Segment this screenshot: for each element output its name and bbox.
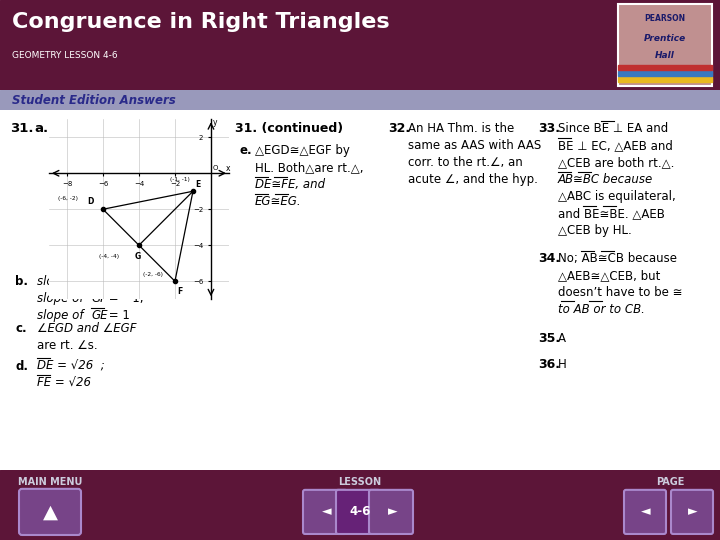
Text: DE≅FE, and: DE≅FE, and: [255, 178, 325, 191]
Text: 35.: 35.: [538, 332, 560, 345]
Text: same as AAS with AAS: same as AAS with AAS: [408, 139, 541, 152]
Text: 34.: 34.: [538, 252, 560, 265]
Text: b.: b.: [15, 275, 28, 288]
Text: ◄: ◄: [322, 505, 332, 518]
Text: △CEB are both rt.△.: △CEB are both rt.△.: [558, 156, 675, 169]
Text: ▲: ▲: [42, 502, 58, 522]
FancyBboxPatch shape: [303, 490, 347, 534]
FancyBboxPatch shape: [336, 490, 380, 534]
Text: slope of: slope of: [37, 309, 87, 322]
Text: 31. (continued): 31. (continued): [235, 122, 343, 135]
Text: A: A: [558, 332, 566, 345]
Text: = −1;: = −1;: [105, 292, 144, 305]
Text: No; AB≅CB because: No; AB≅CB because: [558, 252, 677, 265]
Text: GE: GE: [91, 309, 107, 322]
Text: D: D: [87, 197, 93, 206]
Text: slope of: slope of: [37, 292, 87, 305]
Text: corr. to the rt.∠, an: corr. to the rt.∠, an: [408, 156, 523, 169]
Text: An HA Thm. is the: An HA Thm. is the: [408, 122, 514, 135]
FancyBboxPatch shape: [624, 490, 666, 534]
Text: (-4, -4): (-4, -4): [99, 254, 120, 259]
Text: and BE≅BE. △AEB: and BE≅BE. △AEB: [558, 207, 665, 220]
Text: to AB or to CB.: to AB or to CB.: [558, 303, 645, 316]
Text: x: x: [226, 164, 231, 173]
Text: EG≅EG.: EG≅EG.: [255, 195, 302, 208]
Text: LESSON: LESSON: [338, 477, 382, 487]
Text: ◄: ◄: [642, 505, 651, 518]
Text: 31.: 31.: [10, 122, 34, 135]
Text: ►: ►: [388, 505, 398, 518]
Text: = −1;: = −1;: [105, 275, 144, 288]
Text: 33.: 33.: [538, 122, 560, 135]
Text: d.: d.: [15, 360, 28, 373]
Text: PEARSON: PEARSON: [644, 14, 685, 23]
Text: MAIN MENU: MAIN MENU: [18, 477, 82, 487]
Bar: [618, 65, 712, 70]
Text: G: G: [135, 252, 140, 261]
Text: H: H: [558, 358, 567, 371]
Text: △ABC is equilateral,: △ABC is equilateral,: [558, 190, 676, 203]
FancyBboxPatch shape: [618, 4, 712, 86]
Text: E: E: [196, 180, 201, 189]
Text: Hall: Hall: [655, 51, 675, 59]
Text: O: O: [213, 165, 218, 171]
Text: acute ∠, and the hyp.: acute ∠, and the hyp.: [408, 173, 538, 186]
Text: (-6, -2): (-6, -2): [58, 196, 78, 201]
Text: GF: GF: [91, 292, 107, 305]
Text: △AEB≅△CEB, but: △AEB≅△CEB, but: [558, 269, 660, 282]
Text: △EGD≅△EGF by: △EGD≅△EGF by: [255, 144, 350, 157]
FancyBboxPatch shape: [19, 489, 81, 535]
Text: GEOMETRY LESSON 4-6: GEOMETRY LESSON 4-6: [12, 51, 117, 59]
Bar: [618, 77, 712, 82]
Text: c.: c.: [15, 322, 27, 335]
Text: (-1, -1): (-1, -1): [170, 177, 189, 183]
Text: y: y: [213, 118, 217, 127]
Text: 32.: 32.: [388, 122, 410, 135]
Text: doesn’t have to be ≅: doesn’t have to be ≅: [558, 286, 683, 299]
Text: PAGE: PAGE: [656, 477, 684, 487]
Text: HL. Both△are rt.△,: HL. Both△are rt.△,: [255, 161, 364, 174]
Text: ►: ►: [688, 505, 698, 518]
Text: are rt. ∠s.: are rt. ∠s.: [37, 339, 98, 352]
Text: FE = √26: FE = √26: [37, 377, 91, 390]
Text: 4-6: 4-6: [349, 505, 371, 518]
Bar: [618, 71, 712, 76]
Text: Prentice: Prentice: [644, 33, 686, 43]
Text: F: F: [178, 287, 183, 296]
Text: △CEB by HL.: △CEB by HL.: [558, 224, 631, 237]
Text: ∠EGD and ∠EGF: ∠EGD and ∠EGF: [37, 322, 137, 335]
Text: = 1: = 1: [105, 309, 130, 322]
Text: Student Edition Answers: Student Edition Answers: [12, 93, 176, 107]
Text: a.: a.: [34, 122, 48, 135]
Text: Congruence in Right Triangles: Congruence in Right Triangles: [12, 12, 390, 32]
FancyBboxPatch shape: [369, 490, 413, 534]
Text: AB≅BC because: AB≅BC because: [558, 173, 653, 186]
FancyBboxPatch shape: [671, 490, 713, 534]
Text: slope of: slope of: [37, 275, 87, 288]
Text: DE = √26  ;: DE = √26 ;: [37, 360, 104, 373]
Text: BE ⊥ EC, △AEB and: BE ⊥ EC, △AEB and: [558, 139, 673, 152]
Text: (-2, -6): (-2, -6): [143, 272, 163, 277]
Text: 36.: 36.: [538, 358, 560, 371]
Text: e.: e.: [240, 144, 253, 157]
Text: Since BE ⊥ EA and: Since BE ⊥ EA and: [558, 122, 668, 135]
Text: DG: DG: [91, 275, 109, 288]
